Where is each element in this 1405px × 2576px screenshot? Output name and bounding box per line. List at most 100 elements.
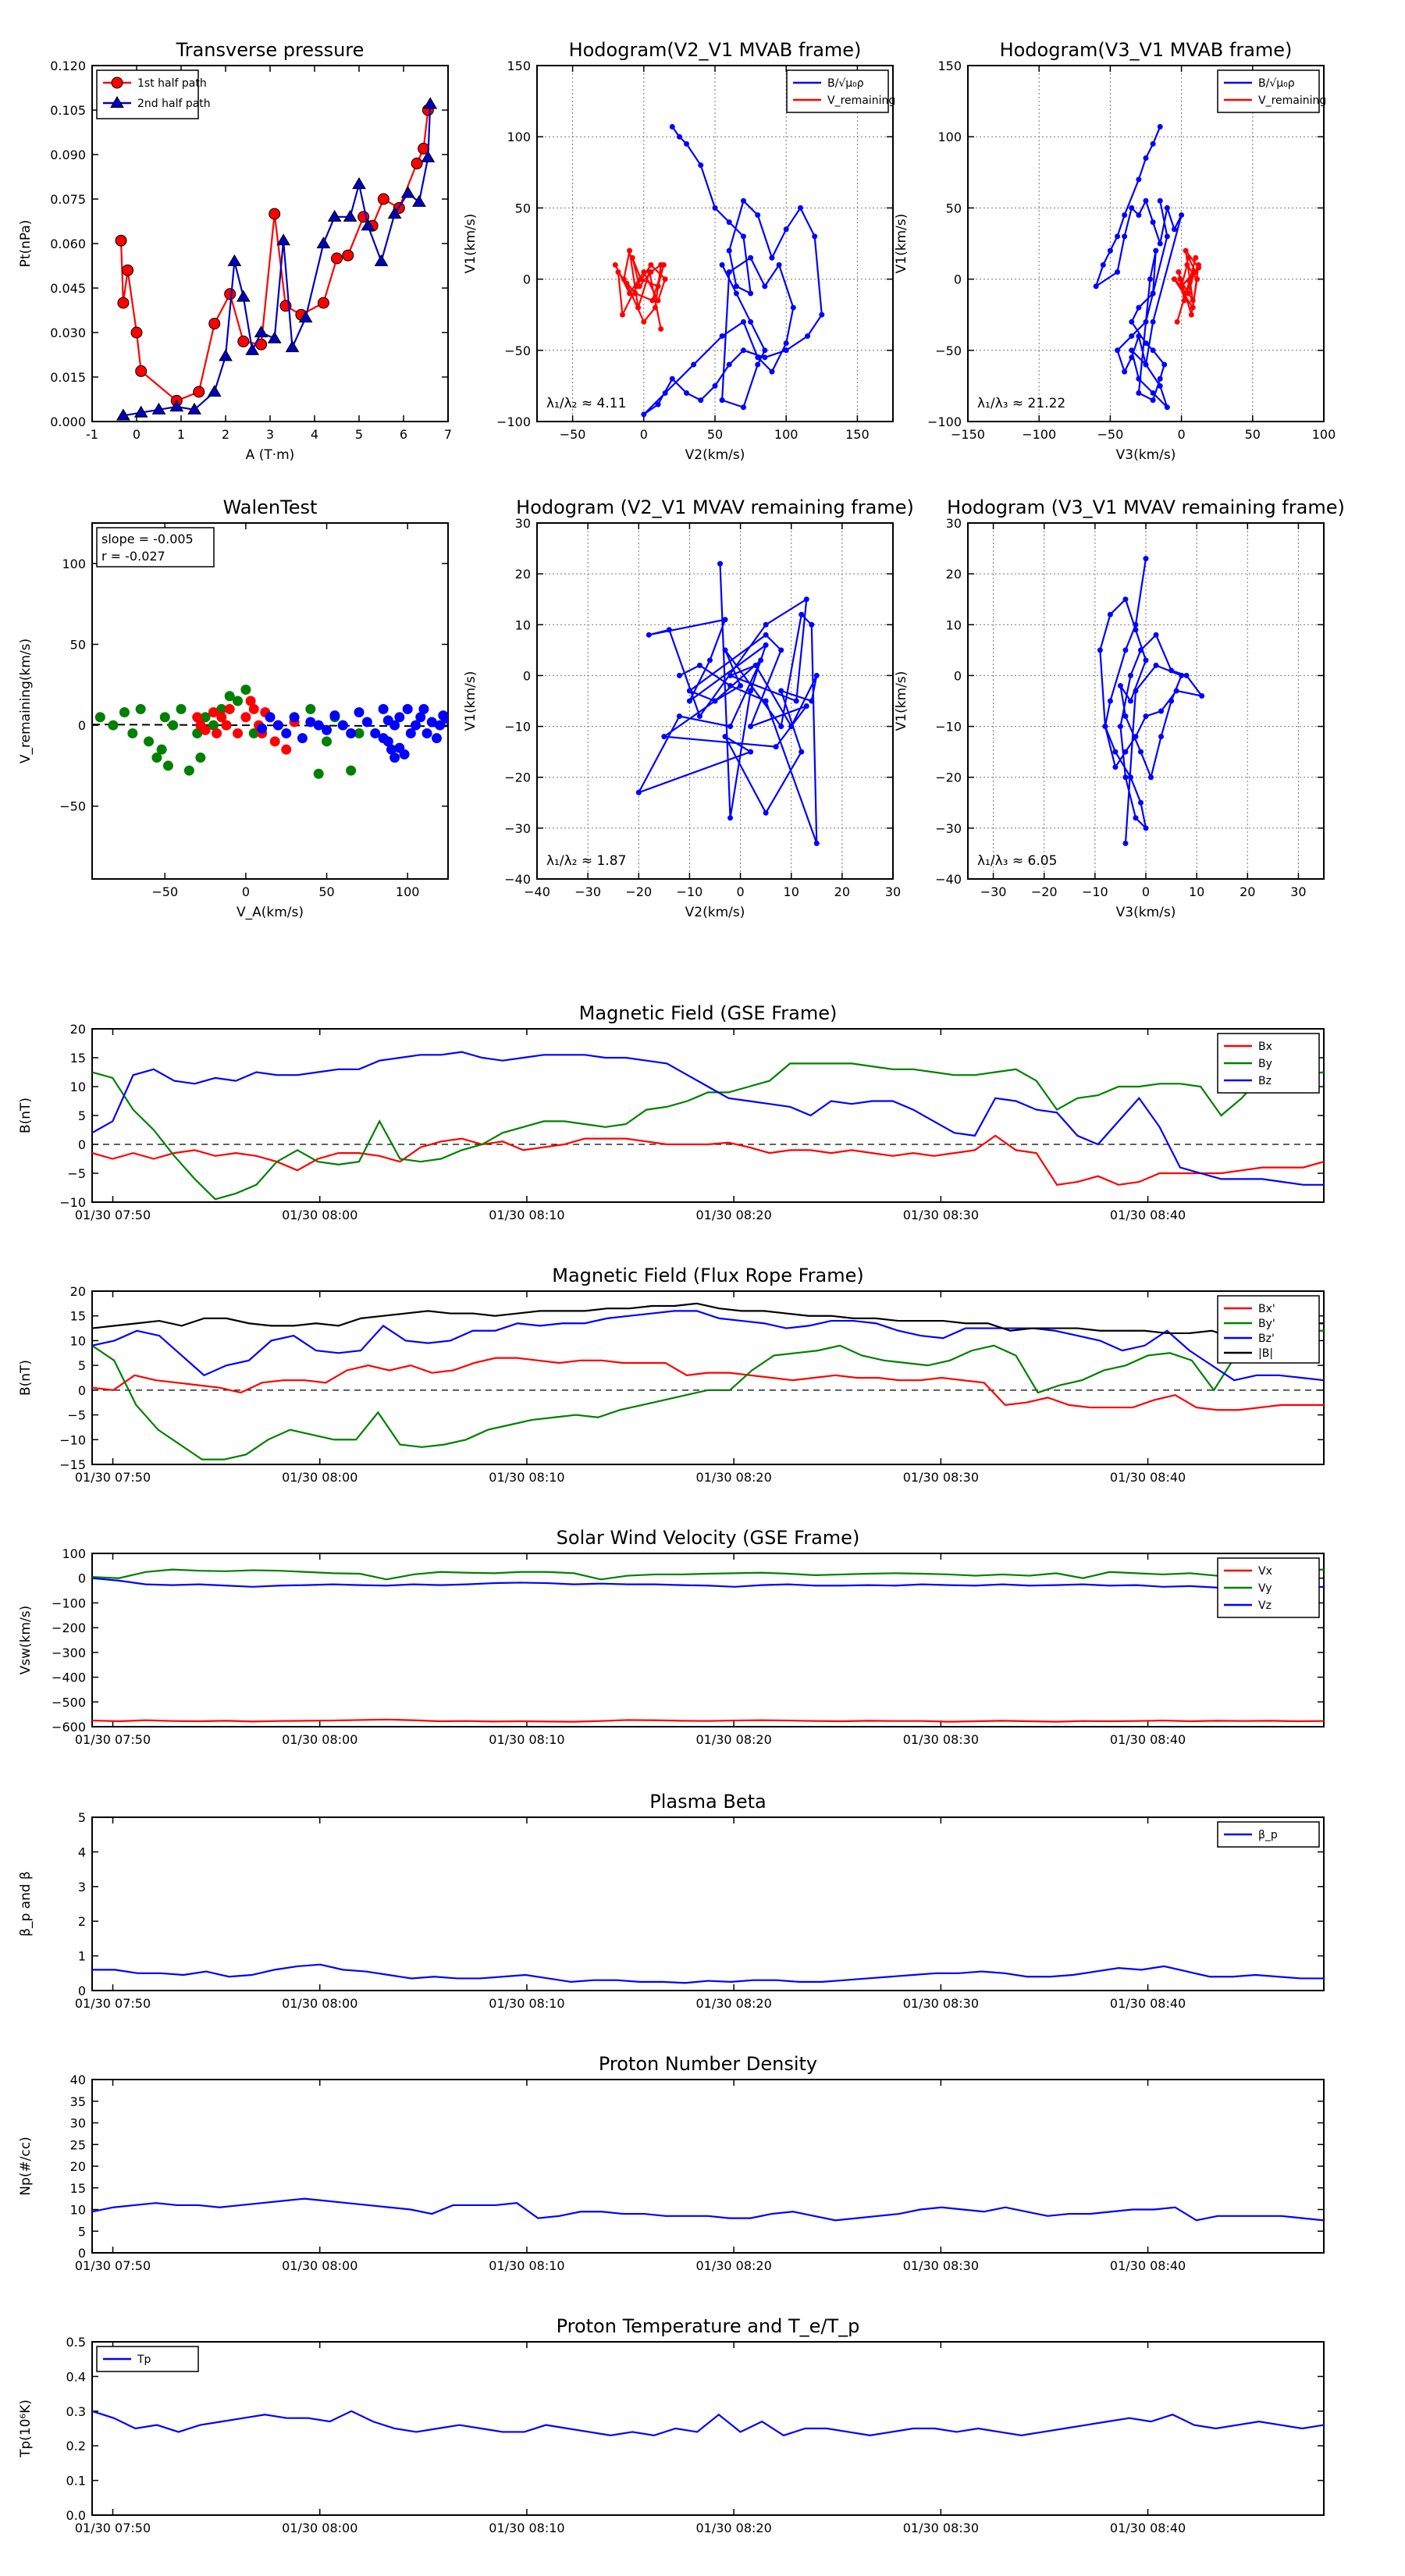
data-point [740,318,746,325]
data-point [1153,632,1159,638]
y-tick-label: 50 [70,637,86,652]
data-point [1136,375,1142,382]
plot-area [1093,123,1201,411]
data-point [212,728,222,738]
y-tick-label: 30 [946,516,962,531]
chart-title: Hodogram (V3_V1 MVAV remaining frame) [947,496,1345,518]
plot-frame [91,1816,1325,1991]
walen-test-chart: −50 0 50 100 −50 0 50 100 WalenTest V_A(km/s) V_re… [18,496,449,920]
x-tick-label: 50 [707,427,723,442]
magnetic-field-gse-chart: 01/30 07:50 01/30 08:00 01/30 08:10 01/30 0… [18,1002,1325,1222]
y-tick-label: −100 [496,415,531,429]
data-point [763,632,769,638]
data-point [632,290,638,297]
data-point [769,254,775,261]
data-point [346,728,357,738]
data-point [224,288,237,301]
y-axis-label: V1(km/s) [894,214,909,274]
x-tick-label: 30 [1290,884,1306,899]
y-tick-label: 0.0 [66,2508,86,2523]
data-point [706,657,713,664]
x-tick-label: 01/30 08:40 [1110,1732,1186,1747]
data-point [1115,347,1121,354]
legend-label: B/√μ₀ρ [1258,77,1295,90]
data-point [192,712,203,723]
x-tick-label: 100 [396,884,420,899]
data-point [655,297,661,304]
data-point [652,304,658,311]
data-point [763,621,769,628]
series-line-series-0 [1099,558,1204,844]
data-point [748,290,754,297]
y-tick-label: −10 [59,1195,86,1210]
y-tick-label: 0.060 [50,237,86,251]
data-point [221,720,232,731]
data-point [245,343,260,355]
data-point [1137,799,1144,806]
data-point [176,703,187,714]
plot-area [635,560,820,846]
y-tick-label: −20 [935,770,962,785]
transverse-pressure-chart: -1 0 1 2 3 4 5 6 7 0.000 0.015 0.030 0.045 0.060 0.075… [18,39,452,463]
legend-box [786,69,889,113]
data-point [1112,749,1119,755]
data-point [281,728,292,738]
x-tick-label: 01/30 08:40 [1110,1470,1186,1485]
y-tick-label: 15 [70,1309,86,1324]
data-point [216,712,227,723]
data-point [1112,764,1119,770]
y-tick-label: −600 [52,1720,86,1735]
data-point [1122,749,1129,755]
data-point [790,304,796,311]
y-axis-label: Pt(nPa) [18,220,34,268]
plot-frame [91,1290,1325,1465]
y-axis-label: V1(km/s) [463,671,478,731]
data-point [317,297,329,309]
data-point [394,712,405,723]
data-point [1129,347,1135,354]
data-point [1137,749,1144,755]
x-tick-label: 01/30 07:50 [75,1470,151,1485]
data-point [1158,708,1165,714]
legend-label: V_remaining [1258,94,1326,107]
data-point [374,254,389,266]
y-tick-label: −10 [504,720,531,735]
data-point [799,749,805,755]
data-point [627,290,633,297]
data-point [337,720,348,731]
x-tick-label: −20 [1031,884,1058,899]
data-point [684,141,690,147]
y-tick-label: 25 [70,2137,86,2152]
data-point [169,400,184,412]
data-point [755,212,761,219]
fit-line [92,724,448,728]
data-point [748,724,754,730]
data-point [812,233,818,240]
data-point [94,712,105,723]
data-point [1127,672,1133,678]
data-point [1129,205,1135,211]
y-tick-label: 0 [78,1571,86,1586]
data-point [1193,254,1199,261]
data-point [696,662,702,668]
x-tick-label: 20 [834,884,850,899]
data-point [135,703,146,714]
data-point [1136,304,1142,311]
x-tick-label: −50 [1097,427,1124,442]
plot-frame [91,522,449,880]
legend-marker [110,96,124,109]
eigenvalue-ratio: λ₁/λ₃ ≈ 21.22 [977,396,1065,411]
chart-title: Magnetic Field (GSE Frame) [579,1002,838,1024]
legend-label: B/√μ₀ρ [827,77,864,90]
data-point [712,382,718,389]
series-line-1st-half-path [119,109,429,402]
y-tick-label: 30 [70,2116,86,2131]
data-point [227,254,242,266]
x-axis-label: V3(km/s) [1116,905,1176,920]
legend-label: Vx [1258,1565,1272,1578]
legend-label: Vz [1258,1599,1272,1612]
data-point [421,150,436,162]
data-point [1133,734,1139,740]
chart-title: Magnetic Field (Flux Rope Frame) [552,1265,863,1286]
data-point [1168,667,1175,674]
